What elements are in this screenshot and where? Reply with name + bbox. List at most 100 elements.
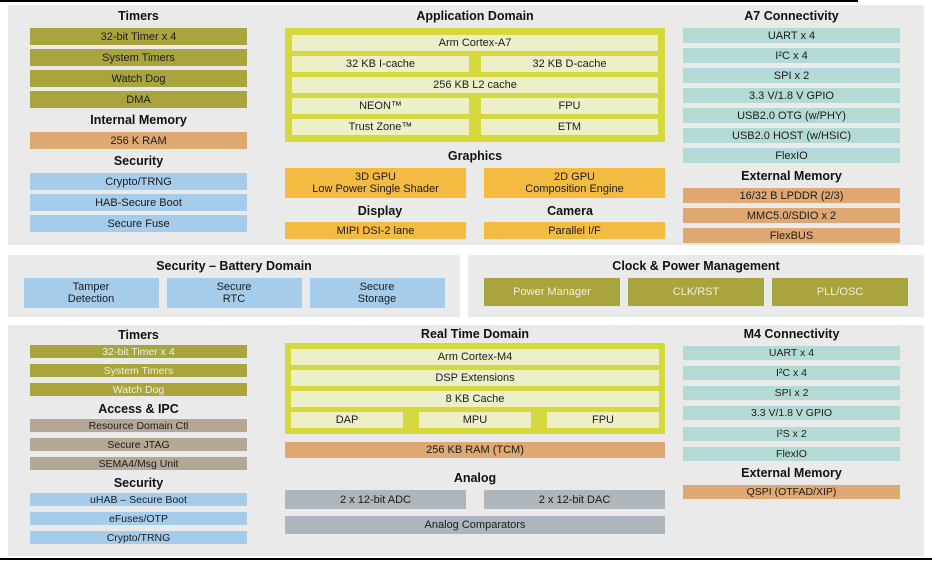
- block-a7-i2c: I²C x 4: [683, 48, 900, 63]
- bottom-right-column: M4 Connectivity UART x 4 I²C x 4 SPI x 2…: [683, 325, 900, 556]
- analog-section-title: Analog: [453, 471, 497, 485]
- block-sema4-msg-unit: SEMA4/Msg Unit: [30, 457, 247, 470]
- security-battery-panel: Security – Battery Domain Tamper Detecti…: [8, 255, 460, 317]
- bottom-center-column: Real Time Domain Arm Cortex-M4 DSP Exten…: [285, 325, 665, 556]
- access-ipc-section-title: Access & IPC: [98, 402, 179, 416]
- clock-power-title: Clock & Power Management: [612, 259, 780, 273]
- block-mpu: MPU: [419, 412, 531, 428]
- block-usb-host: USB2.0 HOST (w/HSIC): [683, 128, 900, 143]
- a7-external-memory-title: External Memory: [741, 169, 842, 183]
- m4-connectivity-title: M4 Connectivity: [743, 327, 840, 341]
- gpu2d-line1: 2D GPU: [554, 171, 595, 183]
- block-system-timers: System Timers: [30, 49, 247, 66]
- top-border-line: [0, 0, 858, 2]
- block-fpu-a7: FPU: [481, 98, 658, 114]
- block-power-manager: Power Manager: [484, 278, 620, 306]
- top-right-column: A7 Connectivity UART x 4 I²C x 4 SPI x 2…: [683, 5, 900, 245]
- block-parallel-if: Parallel I/F: [484, 222, 665, 239]
- block-dac: 2 x 12-bit DAC: [484, 490, 665, 509]
- gpu2d-line2: Composition Engine: [525, 183, 624, 195]
- block-a7-uart: UART x 4: [683, 28, 900, 43]
- block-hab-secure-boot: HAB-Secure Boot: [30, 194, 247, 211]
- top-left-column: Timers 32-bit Timer x 4 System Timers Wa…: [30, 5, 247, 245]
- block-adc: 2 x 12-bit ADC: [285, 490, 466, 509]
- storage-line1: Secure: [359, 281, 395, 293]
- m4-security-section-title: Security: [113, 476, 164, 490]
- block-tamper-detection: Tamper Detection: [23, 278, 159, 308]
- rtc-line2: RTC: [222, 293, 246, 305]
- a7-connectivity-title: A7 Connectivity: [744, 9, 839, 23]
- block-mipi-dsi: MIPI DSI-2 lane: [285, 222, 466, 239]
- top-center-column: Application Domain Arm Cortex-A7 32 KB I…: [285, 5, 665, 245]
- block-m4-32bit-timer: 32-bit Timer x 4: [30, 345, 247, 358]
- gpu3d-line2: Low Power Single Shader: [312, 183, 439, 195]
- block-icache: 32 KB I-cache: [292, 56, 469, 72]
- block-tcm-ram: 256 KB RAM (TCM): [285, 442, 665, 458]
- block-mmc-sdio: MMC5.0/SDIO x 2: [683, 208, 900, 223]
- tamper-line2: Detection: [67, 293, 115, 305]
- block-crypto-trng: Crypto/TRNG: [30, 173, 247, 190]
- block-qspi: QSPI (OTFAD/XIP): [683, 485, 900, 499]
- block-l2-cache: 256 KB L2 cache: [292, 77, 658, 93]
- block-m4-i2c: I²C x 4: [683, 366, 900, 380]
- block-uhab-secure-boot: uHAB – Secure Boot: [30, 493, 247, 506]
- block-m4-system-timers: System Timers: [30, 364, 247, 377]
- bottom-left-column: Timers 32-bit Timer x 4 System Timers Wa…: [30, 325, 247, 556]
- cortex-a7-container: Arm Cortex-A7 32 KB I-cache 32 KB D-cach…: [285, 28, 665, 142]
- block-efuses-otp: eFuses/OTP: [30, 512, 247, 525]
- block-m4-i2s: I²S x 2: [683, 427, 900, 441]
- block-flexbus: FlexBUS: [683, 228, 900, 243]
- security-section-title: Security: [113, 154, 164, 168]
- block-a7-spi: SPI x 2: [683, 68, 900, 83]
- block-dsp-extensions: DSP Extensions: [291, 370, 659, 386]
- block-m4-flexio: FlexIO: [683, 447, 900, 461]
- m4-timers-section-title: Timers: [118, 328, 159, 342]
- storage-line2: Storage: [357, 293, 397, 305]
- block-dcache: 32 KB D-cache: [481, 56, 658, 72]
- m4-external-memory-title: External Memory: [741, 466, 842, 480]
- block-m4-crypto-trng: Crypto/TRNG: [30, 531, 247, 544]
- block-pll-osc: PLL/OSC: [772, 278, 908, 306]
- m4-domain-panel: Timers 32-bit Timer x 4 System Timers Wa…: [8, 325, 924, 556]
- clock-power-panel: Clock & Power Management Power Manager C…: [468, 255, 924, 317]
- block-256k-ram: 256 K RAM: [30, 132, 247, 149]
- block-etm: ETM: [481, 119, 658, 135]
- block-m4-gpio: 3.3 V/1.8 V GPIO: [683, 406, 900, 420]
- security-battery-title: Security – Battery Domain: [156, 259, 312, 273]
- block-32bit-timer: 32-bit Timer x 4: [30, 28, 247, 45]
- block-trust-zone: Trust Zone™: [292, 119, 469, 135]
- block-usb-otg: USB2.0 OTG (w/PHY): [683, 108, 900, 123]
- bottom-border-line: [0, 558, 932, 560]
- tamper-line1: Tamper: [72, 281, 110, 293]
- block-analog-comparators: Analog Comparators: [285, 516, 665, 534]
- rtc-line1: Secure: [216, 281, 252, 293]
- cortex-m4-container: Arm Cortex-M4 DSP Extensions 8 KB Cache …: [285, 343, 665, 434]
- block-neon: NEON™: [292, 98, 469, 114]
- gpu3d-line1: 3D GPU: [355, 171, 396, 183]
- block-m4-spi: SPI x 2: [683, 386, 900, 400]
- graphics-section-title: Graphics: [447, 149, 503, 163]
- block-m4-uart: UART x 4: [683, 346, 900, 360]
- timers-section-title: Timers: [118, 9, 159, 23]
- camera-section-title: Camera: [547, 204, 593, 218]
- block-secure-rtc: Secure RTC: [166, 278, 302, 308]
- block-fpu-m4: FPU: [547, 412, 659, 428]
- block-dma: DMA: [30, 91, 247, 108]
- block-a7-flexio: FlexIO: [683, 148, 900, 163]
- display-section-title: Display: [357, 204, 403, 218]
- block-secure-jtag: Secure JTAG: [30, 438, 247, 451]
- block-3d-gpu: 3D GPU Low Power Single Shader: [285, 168, 466, 198]
- block-m4-watch-dog: Watch Dog: [30, 383, 247, 396]
- block-resource-domain-ctl: Resource Domain Ctl: [30, 419, 247, 432]
- internal-memory-section-title: Internal Memory: [90, 113, 187, 127]
- block-clk-rst: CLK/RST: [628, 278, 764, 306]
- block-8kb-cache: 8 KB Cache: [291, 391, 659, 407]
- block-arm-cortex-m4: Arm Cortex-M4: [291, 349, 659, 365]
- block-a7-gpio: 3.3 V/1.8 V GPIO: [683, 88, 900, 103]
- block-secure-fuse: Secure Fuse: [30, 215, 247, 232]
- block-2d-gpu: 2D GPU Composition Engine: [484, 168, 665, 198]
- application-domain-title: Application Domain: [416, 9, 534, 23]
- block-watch-dog: Watch Dog: [30, 70, 247, 87]
- a7-domain-panel: Timers 32-bit Timer x 4 System Timers Wa…: [8, 5, 924, 245]
